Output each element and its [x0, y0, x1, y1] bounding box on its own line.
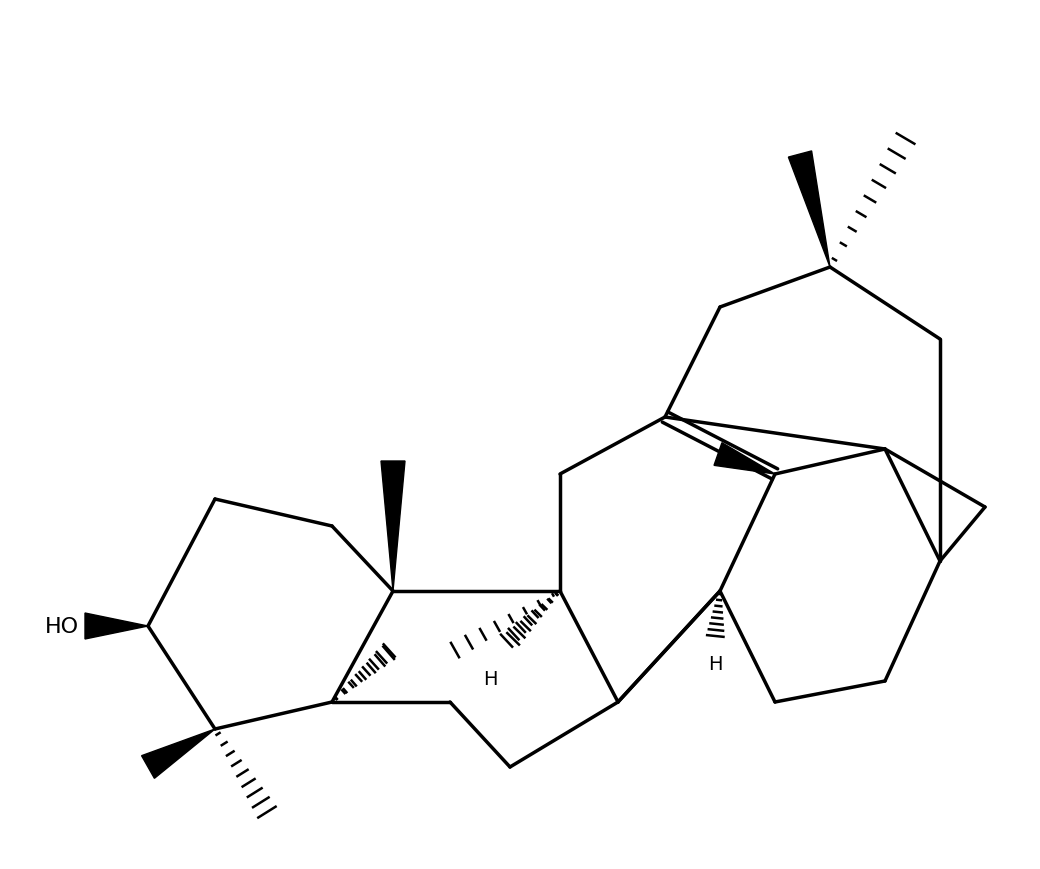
Text: HO: HO	[45, 616, 79, 636]
Polygon shape	[141, 729, 215, 779]
Text: H: H	[708, 654, 722, 673]
Polygon shape	[381, 461, 405, 591]
Polygon shape	[788, 152, 830, 268]
Text: H: H	[483, 670, 497, 689]
Polygon shape	[714, 443, 775, 474]
Polygon shape	[85, 614, 148, 640]
